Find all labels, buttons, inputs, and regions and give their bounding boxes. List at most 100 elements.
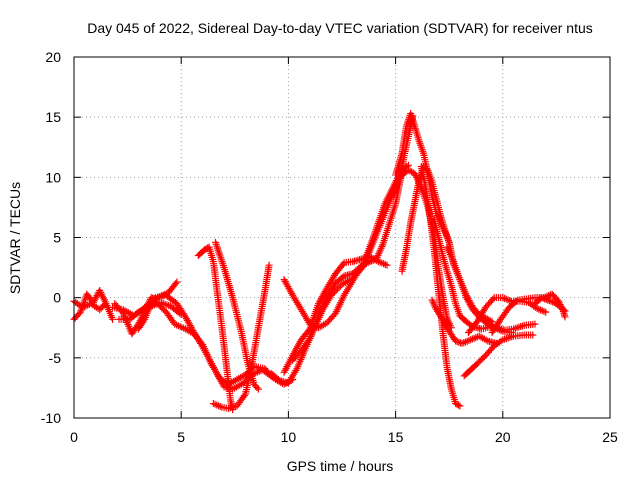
- data-point: [373, 257, 381, 265]
- data-point: [470, 334, 478, 342]
- data-point: [482, 336, 490, 344]
- data-point: [538, 307, 546, 315]
- data-point: [265, 261, 273, 269]
- y-tick-label: 10: [45, 169, 61, 185]
- data-point: [381, 260, 389, 268]
- data-point: [274, 375, 282, 383]
- data-point: [512, 297, 520, 305]
- data-point: [339, 273, 347, 281]
- data-point: [537, 306, 545, 314]
- data-point: [254, 385, 262, 393]
- data-point: [499, 294, 507, 302]
- data-point: [467, 336, 475, 344]
- data-point: [404, 161, 412, 169]
- series-track-2: [70, 297, 108, 314]
- data-point: [468, 335, 476, 343]
- series-track-23: [488, 290, 569, 337]
- data-point: [99, 302, 107, 310]
- data-point: [374, 258, 382, 266]
- data-point: [531, 320, 539, 328]
- data-point: [454, 401, 462, 409]
- y-tick-label: -10: [41, 410, 61, 426]
- y-tick-label: 5: [53, 230, 61, 246]
- data-point: [501, 294, 509, 302]
- series-track-24: [531, 294, 569, 315]
- data-point: [460, 339, 468, 347]
- x-tick-label: 5: [177, 429, 185, 445]
- data-point: [305, 336, 313, 344]
- data-point: [561, 313, 569, 321]
- axis-ticks: 0 5 10 15 20 25 -10 -5 0 5 10 15 20: [41, 49, 618, 445]
- data-point: [542, 308, 550, 316]
- data-point: [537, 294, 545, 302]
- data-point: [209, 400, 217, 408]
- data-point: [560, 306, 568, 314]
- x-tick-label: 10: [281, 429, 297, 445]
- data-point: [544, 296, 552, 304]
- data-point: [150, 295, 158, 303]
- data-point: [546, 291, 554, 299]
- data-point: [540, 307, 548, 315]
- series-track-10: [209, 261, 273, 412]
- data-point: [240, 392, 248, 400]
- data-point: [173, 278, 181, 286]
- data-point: [453, 338, 461, 346]
- series-track-9: [212, 238, 262, 393]
- data-point: [458, 339, 466, 347]
- data-point: [484, 320, 492, 328]
- series-track-21: [460, 331, 537, 380]
- data-point: [547, 297, 555, 305]
- data-point: [465, 337, 473, 345]
- data-point: [100, 301, 108, 309]
- data-point: [541, 295, 549, 303]
- data-point: [253, 384, 261, 392]
- data-point: [461, 338, 469, 346]
- data-point: [497, 337, 505, 345]
- x-tick-label: 0: [70, 429, 78, 445]
- data-point: [172, 280, 180, 288]
- y-tick-label: 20: [45, 49, 61, 65]
- y-axis-label: SDTVAR / TECUs: [7, 182, 23, 294]
- data-point: [378, 259, 386, 267]
- data-point: [383, 261, 391, 269]
- data-point: [452, 337, 460, 345]
- y-tick-label: 15: [45, 109, 61, 125]
- data-point: [80, 303, 88, 311]
- data-point: [506, 297, 514, 305]
- data-point: [335, 284, 343, 292]
- data-point: [502, 295, 510, 303]
- x-axis-label: GPS time / hours: [287, 458, 394, 474]
- data-point: [211, 400, 219, 408]
- data-point: [82, 302, 90, 310]
- data-point: [79, 303, 87, 311]
- data-point: [463, 337, 471, 345]
- y-tick-label: -5: [49, 350, 62, 366]
- data-point: [489, 295, 497, 303]
- data-point: [403, 163, 411, 171]
- data-point: [542, 295, 550, 303]
- data-point: [529, 331, 537, 339]
- chart-title: Day 045 of 2022, Sidereal Day-to-day VTE…: [87, 20, 593, 36]
- data-point: [535, 305, 543, 313]
- data-point: [486, 321, 494, 329]
- x-tick-label: 15: [388, 429, 404, 445]
- data-point: [216, 402, 224, 410]
- data-point: [504, 296, 512, 304]
- data-point: [533, 304, 541, 312]
- data-points: [70, 110, 569, 414]
- data-point: [539, 294, 547, 302]
- y-tick-label: 0: [53, 290, 61, 306]
- x-tick-label: 25: [602, 429, 618, 445]
- data-point: [215, 402, 223, 410]
- data-point: [109, 315, 117, 323]
- data-point: [545, 297, 553, 305]
- series-track-12: [280, 253, 391, 376]
- data-point: [254, 368, 262, 376]
- series-track-1: [70, 286, 117, 323]
- data-point: [376, 258, 384, 266]
- data-point: [456, 402, 464, 410]
- data-point: [380, 260, 388, 268]
- x-tick-label: 20: [495, 429, 511, 445]
